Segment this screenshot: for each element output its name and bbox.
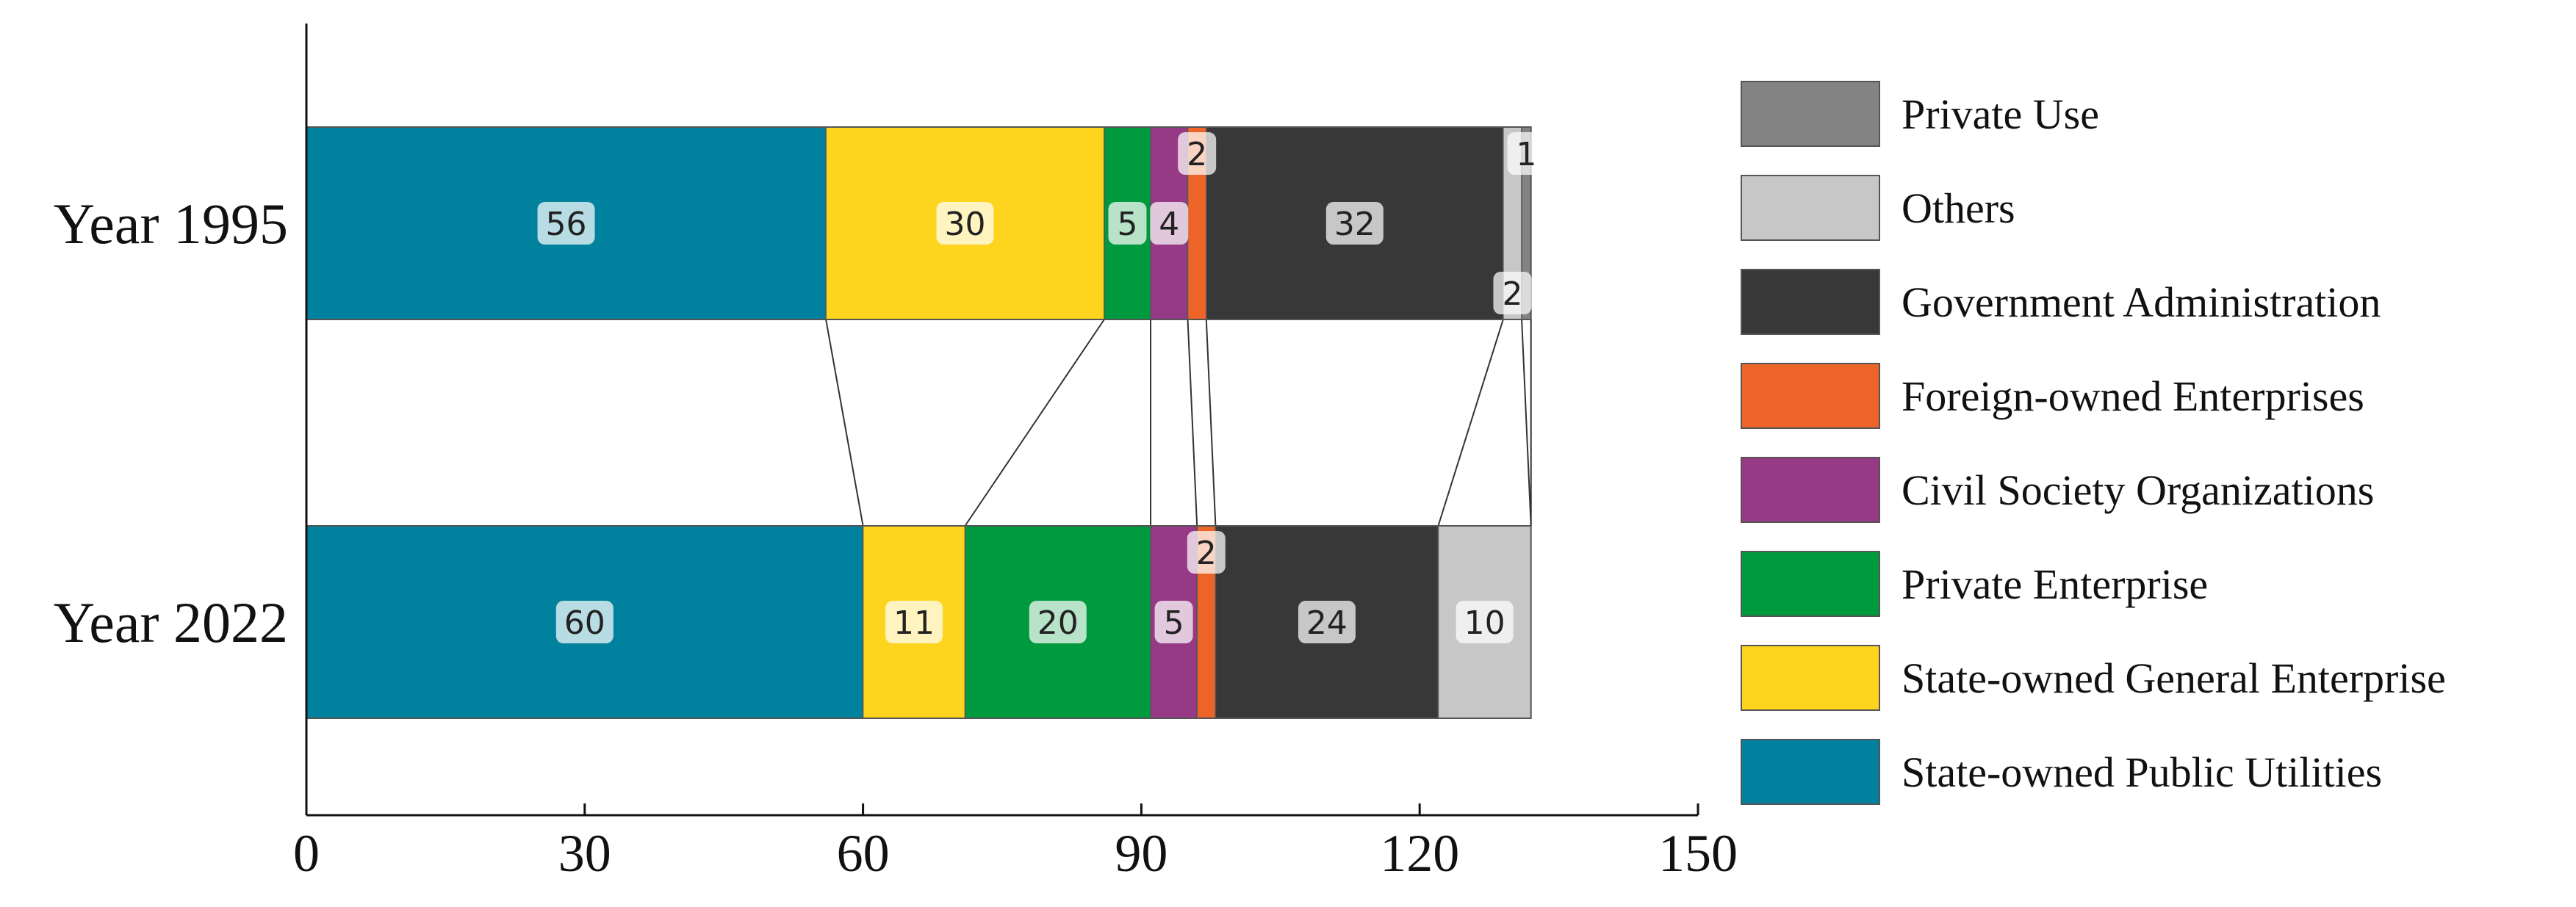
data-label: 5 — [1164, 604, 1184, 642]
legend-label-private-enterprise: Private Enterprise — [1902, 560, 2208, 608]
data-label: 20 — [1037, 604, 1079, 642]
connector-line — [1437, 319, 1504, 527]
x-tick-label: 150 — [1658, 824, 1738, 883]
data-label-bg — [1178, 132, 1217, 175]
category-label: Year 2022 — [54, 590, 288, 654]
legend-swatch-private-use — [1741, 81, 1880, 147]
x-tick-label: 30 — [558, 824, 611, 883]
legend-label-government-administration: Government Administration — [1902, 278, 2381, 326]
data-label-bg — [555, 601, 614, 643]
legend-swatch-state-owned-general-enterprise — [1741, 645, 1880, 711]
data-label: 4 — [1159, 206, 1179, 243]
data-label: 60 — [564, 604, 605, 642]
data-label-bg — [1325, 202, 1384, 245]
category-label: Year 1995 — [54, 192, 288, 256]
connector-line — [1205, 319, 1217, 527]
data-label-bg — [1507, 132, 1546, 175]
data-label: 2 — [1196, 535, 1217, 572]
legend-label-state-owned-public-utilities: State-owned Public Utilities — [1902, 748, 2382, 796]
data-label: 24 — [1306, 604, 1348, 642]
data-label-bg — [1187, 531, 1226, 574]
data-label-bg — [1456, 601, 1514, 643]
data-label: 1 — [1516, 136, 1536, 173]
data-label: 2 — [1502, 275, 1522, 313]
data-label: 56 — [546, 206, 587, 243]
data-label: 32 — [1334, 206, 1375, 243]
legend-label-state-owned-general-enterprise: State-owned General Enterprise — [1902, 654, 2446, 702]
connector-lines — [825, 319, 1532, 527]
x-tick-label: 0 — [293, 824, 320, 883]
data-label-bg — [537, 202, 595, 245]
legend-label-civil-society-organizations: Civil Society Organizations — [1902, 466, 2374, 514]
data-label-bg — [1029, 601, 1087, 643]
legend-swatch-government-administration — [1741, 269, 1880, 335]
connector-line — [1521, 319, 1532, 527]
connector-line — [825, 319, 864, 527]
data-label-bg — [1108, 202, 1147, 245]
legend-swatch-others — [1741, 175, 1880, 241]
connector-line — [1187, 319, 1198, 527]
legend-swatch-foreign-owned-enterprises — [1741, 363, 1880, 429]
data-label: 30 — [944, 206, 985, 243]
legend-label-foreign-owned-enterprises: Foreign-owned Enterprises — [1902, 372, 2364, 420]
x-tick-label: 60 — [837, 824, 890, 883]
x-tick-label: 90 — [1115, 824, 1168, 883]
legend-swatch-private-enterprise — [1741, 551, 1880, 617]
legend: Private Use Others Government Administrati… — [1741, 81, 2446, 805]
data-label: 10 — [1464, 604, 1505, 642]
data-label-bg — [1150, 202, 1189, 245]
data-label-bg — [936, 202, 994, 245]
data-label: 11 — [893, 604, 935, 642]
connector-line — [964, 319, 1105, 527]
data-label-bg — [1493, 272, 1532, 314]
data-label-bg — [1154, 601, 1193, 643]
data-label: 5 — [1117, 206, 1137, 243]
data-label: 2 — [1187, 136, 1207, 173]
data-label-bg — [1298, 601, 1356, 643]
legend-label-others: Others — [1902, 184, 2015, 232]
data-label-bg — [885, 601, 943, 643]
legend-label-private-use: Private Use — [1902, 90, 2099, 138]
x-tick-label: 120 — [1380, 824, 1459, 883]
legend-swatch-state-owned-public-utilities — [1741, 739, 1880, 805]
legend-swatch-civil-society-organizations — [1741, 457, 1880, 523]
